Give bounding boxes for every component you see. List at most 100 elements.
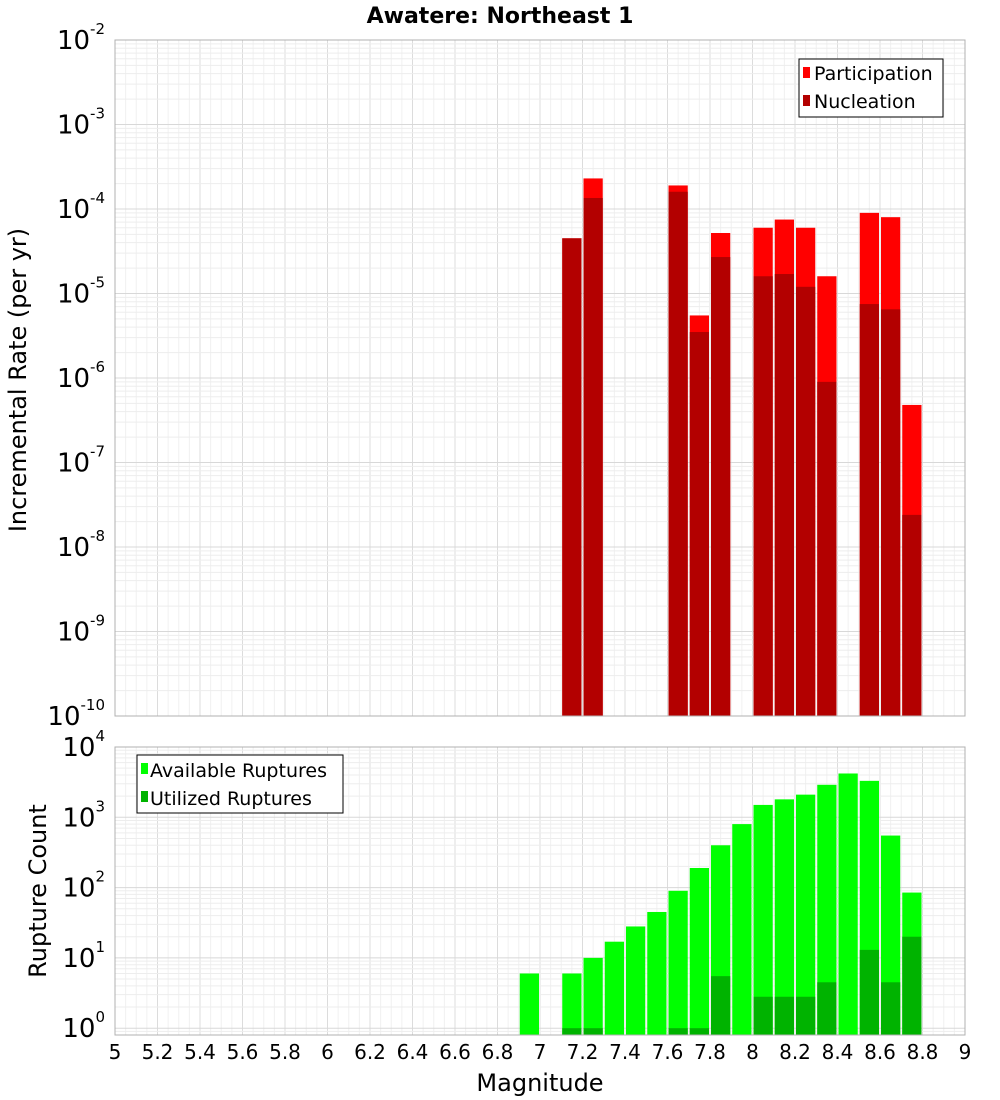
count-bar-available-ruptures: [774, 799, 794, 1035]
count-bar-available-ruptures: [796, 794, 816, 1035]
count-bar-available-ruptures: [583, 957, 603, 1035]
rate-y-tick-label: 10-7: [57, 443, 105, 479]
count-y-tick-label: 103: [62, 797, 105, 833]
rate-bar-nucleation: [753, 276, 773, 716]
x-tick-label: 7.4: [609, 1040, 641, 1064]
x-tick-label: 6.8: [482, 1040, 514, 1064]
top-plot-frame: [114, 39, 966, 717]
legend-swatch-nucleation: [803, 95, 810, 106]
count-bar-utilized-ruptures: [711, 976, 731, 1035]
x-tick-label: 8: [746, 1040, 759, 1064]
bottom-plot-frame: [114, 746, 966, 1036]
rate-y-tick-label: 10-3: [57, 105, 105, 141]
x-ticks: 5 5.2 5.4 5.6 5.8 6 6.2 6.4 6.6 6.8 7 7.2 7.4 7.6 7.8 8…: [109, 1040, 972, 1064]
count-y-tick-label: 101: [62, 938, 105, 974]
rate-y-tick-label: 10-8: [57, 527, 105, 563]
x-tick-label: 7: [534, 1040, 547, 1064]
count-bar-utilized-ruptures: [859, 949, 879, 1035]
x-tick-label: 8.4: [822, 1040, 854, 1064]
count-bar-available-ruptures: [604, 941, 624, 1035]
x-tick-label: 8.8: [907, 1040, 939, 1064]
rate-bar-nucleation: [711, 257, 731, 716]
count-y-tick-label: 100: [62, 1008, 105, 1044]
legend-available-ruptures: Available Ruptures: [150, 760, 327, 782]
x-tick-label: 8.2: [779, 1040, 811, 1064]
count-bar-available-ruptures: [668, 890, 688, 1035]
top-legend: Participation Nucleation: [798, 58, 944, 118]
count-bar-utilized-ruptures: [902, 936, 922, 1035]
x-tick-label: 5.8: [269, 1040, 301, 1064]
legend-swatch-available: [141, 763, 148, 774]
rate-y-tick-label: 10-6: [57, 358, 105, 394]
top-y-axis-label: Incremental Rate (per yr): [4, 228, 32, 532]
chart-title: Awatere: Northeast 1: [367, 4, 634, 29]
count-bar-available-ruptures: [753, 804, 773, 1035]
count-y-tick-label: 102: [62, 868, 105, 904]
rate-bar-nucleation: [881, 309, 901, 716]
legend-swatch-utilized: [141, 791, 148, 802]
rate-bar-nucleation: [774, 274, 794, 716]
rate-bar-nucleation: [583, 197, 603, 716]
x-tick-label: 6.2: [354, 1040, 386, 1064]
bottom-legend-box: [136, 754, 344, 814]
rupture-count-panel: 100 101 102 103 104 5 5.2 5.4 5.6 5.8 6 6.2 6.4 6.6 6…: [24, 727, 971, 1097]
x-tick-label: 5.2: [142, 1040, 174, 1064]
count-bar-available-ruptures: [732, 824, 752, 1035]
x-tick-label: 6: [321, 1040, 334, 1064]
rate-y-tick-label: 10-5: [57, 274, 105, 310]
count-bar-utilized-ruptures: [668, 1028, 688, 1035]
count-bar-utilized-ruptures: [774, 996, 794, 1035]
top-grid: [114, 40, 966, 717]
top-legend-box: [798, 58, 944, 118]
count-bar-available-ruptures: [519, 973, 539, 1035]
rate-bar-nucleation: [796, 286, 816, 716]
count-bar-utilized-ruptures: [689, 1028, 709, 1035]
count-bar-utilized-ruptures: [817, 982, 837, 1035]
count-bar-available-ruptures: [689, 867, 709, 1035]
count-bar-available-ruptures: [817, 784, 837, 1035]
rate-bar-nucleation: [689, 332, 709, 716]
legend-swatch-participation: [803, 67, 810, 78]
rate-y-tick-label: 10-2: [57, 20, 105, 56]
legend-utilized-ruptures: Utilized Ruptures: [150, 788, 312, 810]
x-tick-label: 7.2: [567, 1040, 599, 1064]
bottom-y-ticks: 100 101 102 103 104: [62, 727, 105, 1044]
count-bar-available-ruptures: [562, 973, 582, 1035]
incremental-rate-panel: 10-10 10-9 10-8 10-7 10-6 10-5 10-4 10-3 10-2 In…: [4, 20, 966, 732]
count-bar-available-ruptures: [647, 911, 667, 1035]
rate-y-tick-label: 10-9: [57, 612, 105, 648]
bottom-legend: Available Ruptures Utilized Ruptures: [136, 754, 344, 814]
count-bar-utilized-ruptures: [562, 1028, 582, 1035]
x-tick-label: 6.4: [397, 1040, 429, 1064]
count-bar-available-ruptures: [626, 926, 646, 1035]
rate-bar-nucleation: [902, 514, 922, 716]
rate-y-tick-label: 10-10: [47, 696, 105, 732]
count-bar-utilized-ruptures: [583, 1028, 603, 1035]
x-tick-label: 7.8: [694, 1040, 726, 1064]
count-bar-available-ruptures: [838, 773, 858, 1035]
count-bar-utilized-ruptures: [881, 982, 901, 1035]
legend-participation: Participation: [814, 63, 933, 85]
rate-bar-nucleation: [668, 191, 688, 717]
legend-nucleation: Nucleation: [814, 91, 916, 113]
x-axis-label: Magnitude: [476, 1069, 603, 1097]
count-bar-utilized-ruptures: [753, 996, 773, 1035]
x-tick-label: 5.6: [227, 1040, 259, 1064]
x-tick-label: 5.4: [184, 1040, 216, 1064]
rate-bar-nucleation: [859, 304, 879, 716]
rate-bar-nucleation: [562, 238, 582, 717]
x-tick-label: 7.6: [652, 1040, 684, 1064]
x-tick-label: 9: [959, 1040, 972, 1064]
top-y-ticks: 10-10 10-9 10-8 10-7 10-6 10-5 10-4 10-3 10-2: [47, 20, 105, 732]
x-tick-label: 6.6: [439, 1040, 471, 1064]
bottom-bars: [519, 773, 922, 1035]
count-bar-utilized-ruptures: [796, 996, 816, 1035]
rate-bar-nucleation: [817, 381, 837, 716]
top-bars: [562, 178, 922, 717]
count-y-tick-label: 104: [62, 727, 105, 763]
x-tick-label: 5: [109, 1040, 122, 1064]
x-tick-label: 8.6: [864, 1040, 896, 1064]
rate-y-tick-label: 10-4: [57, 189, 105, 225]
bottom-y-axis-label: Rupture Count: [24, 804, 52, 978]
